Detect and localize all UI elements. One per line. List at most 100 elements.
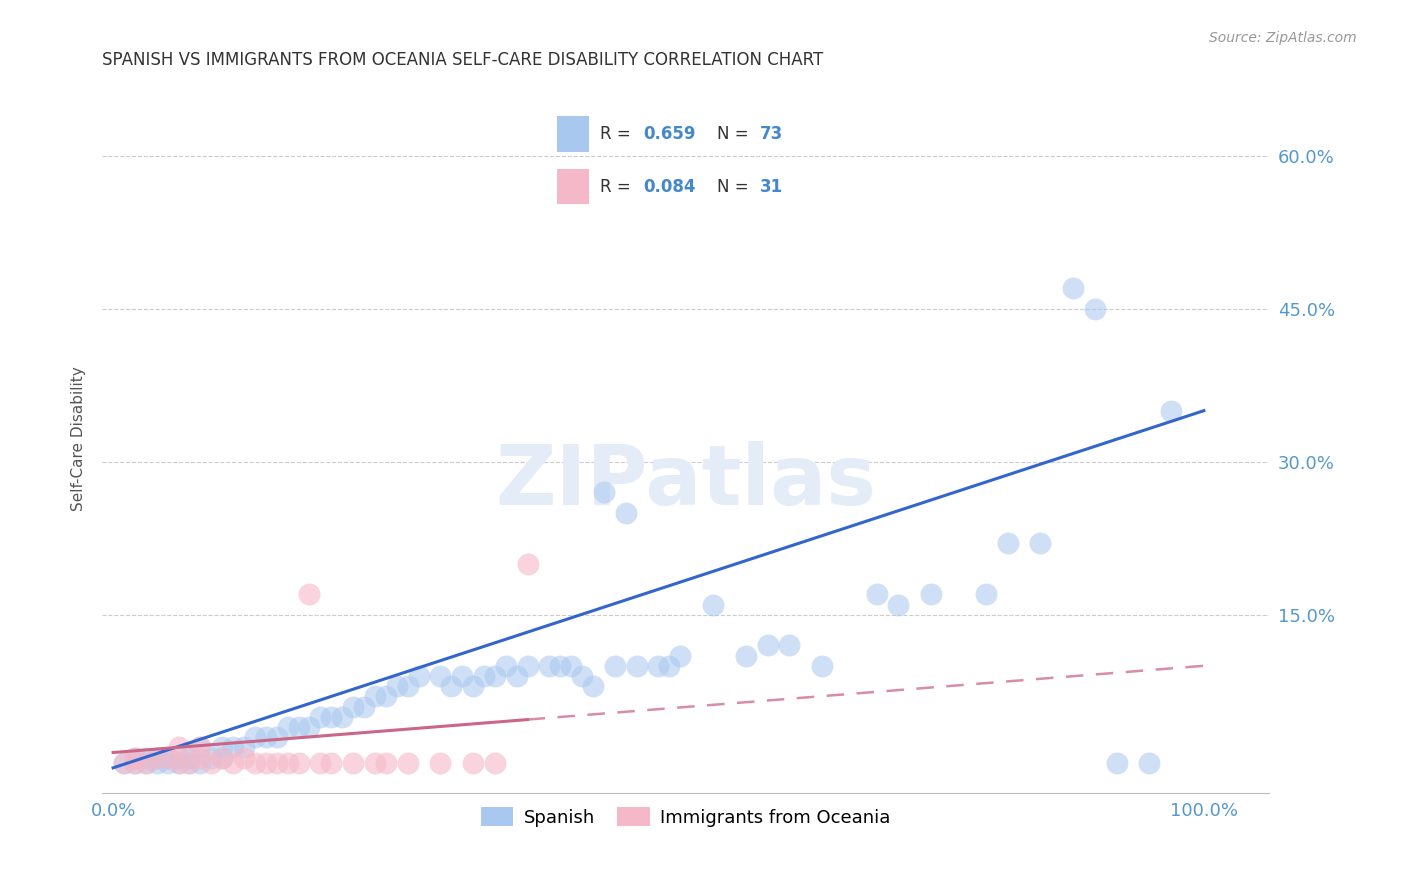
Point	[734, 648, 756, 663]
Point	[243, 730, 266, 744]
Point	[1137, 756, 1160, 770]
Point	[778, 639, 800, 653]
Point	[298, 587, 321, 601]
Point	[124, 750, 146, 764]
Point	[342, 756, 364, 770]
Point	[309, 756, 332, 770]
Point	[112, 756, 135, 770]
Point	[429, 756, 451, 770]
Point	[484, 756, 506, 770]
Point	[811, 658, 834, 673]
Point	[145, 756, 167, 770]
Text: SPANISH VS IMMIGRANTS FROM OCEANIA SELF-CARE DISABILITY CORRELATION CHART: SPANISH VS IMMIGRANTS FROM OCEANIA SELF-…	[103, 51, 824, 69]
Point	[461, 756, 484, 770]
Point	[190, 740, 212, 755]
Point	[167, 756, 190, 770]
Point	[865, 587, 887, 601]
Point	[309, 710, 332, 724]
Point	[254, 730, 277, 744]
Point	[211, 740, 233, 755]
Point	[124, 750, 146, 764]
Point	[145, 750, 167, 764]
Point	[135, 756, 157, 770]
Point	[1160, 403, 1182, 417]
Point	[396, 679, 419, 693]
Point	[124, 756, 146, 770]
Point	[243, 756, 266, 770]
Point	[1029, 536, 1052, 550]
Point	[658, 658, 681, 673]
Point	[298, 720, 321, 734]
Point	[997, 536, 1019, 550]
Point	[179, 756, 201, 770]
Point	[167, 740, 190, 755]
Point	[135, 756, 157, 770]
Point	[156, 750, 179, 764]
Point	[396, 756, 419, 770]
Point	[135, 750, 157, 764]
Point	[277, 756, 299, 770]
Point	[145, 750, 167, 764]
Point	[222, 756, 245, 770]
Point	[626, 658, 648, 673]
Point	[887, 598, 910, 612]
Point	[408, 669, 430, 683]
Point	[582, 679, 605, 693]
Point	[266, 730, 288, 744]
Point	[571, 669, 593, 683]
Point	[200, 750, 222, 764]
Legend: Spanish, Immigrants from Oceania: Spanish, Immigrants from Oceania	[474, 800, 898, 834]
Point	[374, 690, 396, 704]
Point	[200, 756, 222, 770]
Point	[233, 740, 256, 755]
Point	[920, 587, 942, 601]
Point	[669, 648, 692, 663]
Text: ZIPatlas: ZIPatlas	[495, 441, 876, 522]
Point	[233, 750, 256, 764]
Point	[374, 756, 396, 770]
Point	[440, 679, 463, 693]
Point	[756, 639, 779, 653]
Point	[614, 506, 637, 520]
Point	[603, 658, 626, 673]
Point	[353, 699, 375, 714]
Point	[1062, 281, 1084, 295]
Point	[179, 756, 201, 770]
Point	[167, 750, 190, 764]
Point	[593, 485, 616, 500]
Point	[287, 720, 309, 734]
Point	[321, 710, 343, 724]
Point	[495, 658, 517, 673]
Point	[364, 690, 387, 704]
Point	[266, 756, 288, 770]
Point	[385, 679, 408, 693]
Point	[179, 750, 201, 764]
Point	[321, 756, 343, 770]
Point	[167, 756, 190, 770]
Point	[254, 756, 277, 770]
Point	[516, 658, 538, 673]
Point	[190, 756, 212, 770]
Point	[211, 750, 233, 764]
Point	[190, 750, 212, 764]
Point	[156, 756, 179, 770]
Point	[560, 658, 582, 673]
Point	[277, 720, 299, 734]
Point	[1084, 301, 1107, 316]
Y-axis label: Self-Care Disability: Self-Care Disability	[72, 367, 86, 511]
Point	[124, 756, 146, 770]
Point	[211, 750, 233, 764]
Point	[974, 587, 997, 601]
Point	[156, 750, 179, 764]
Point	[472, 669, 495, 683]
Point	[550, 658, 572, 673]
Point	[190, 740, 212, 755]
Point	[484, 669, 506, 683]
Point	[451, 669, 474, 683]
Point	[647, 658, 669, 673]
Text: Source: ZipAtlas.com: Source: ZipAtlas.com	[1209, 31, 1357, 45]
Point	[330, 710, 353, 724]
Point	[505, 669, 527, 683]
Point	[461, 679, 484, 693]
Point	[516, 557, 538, 571]
